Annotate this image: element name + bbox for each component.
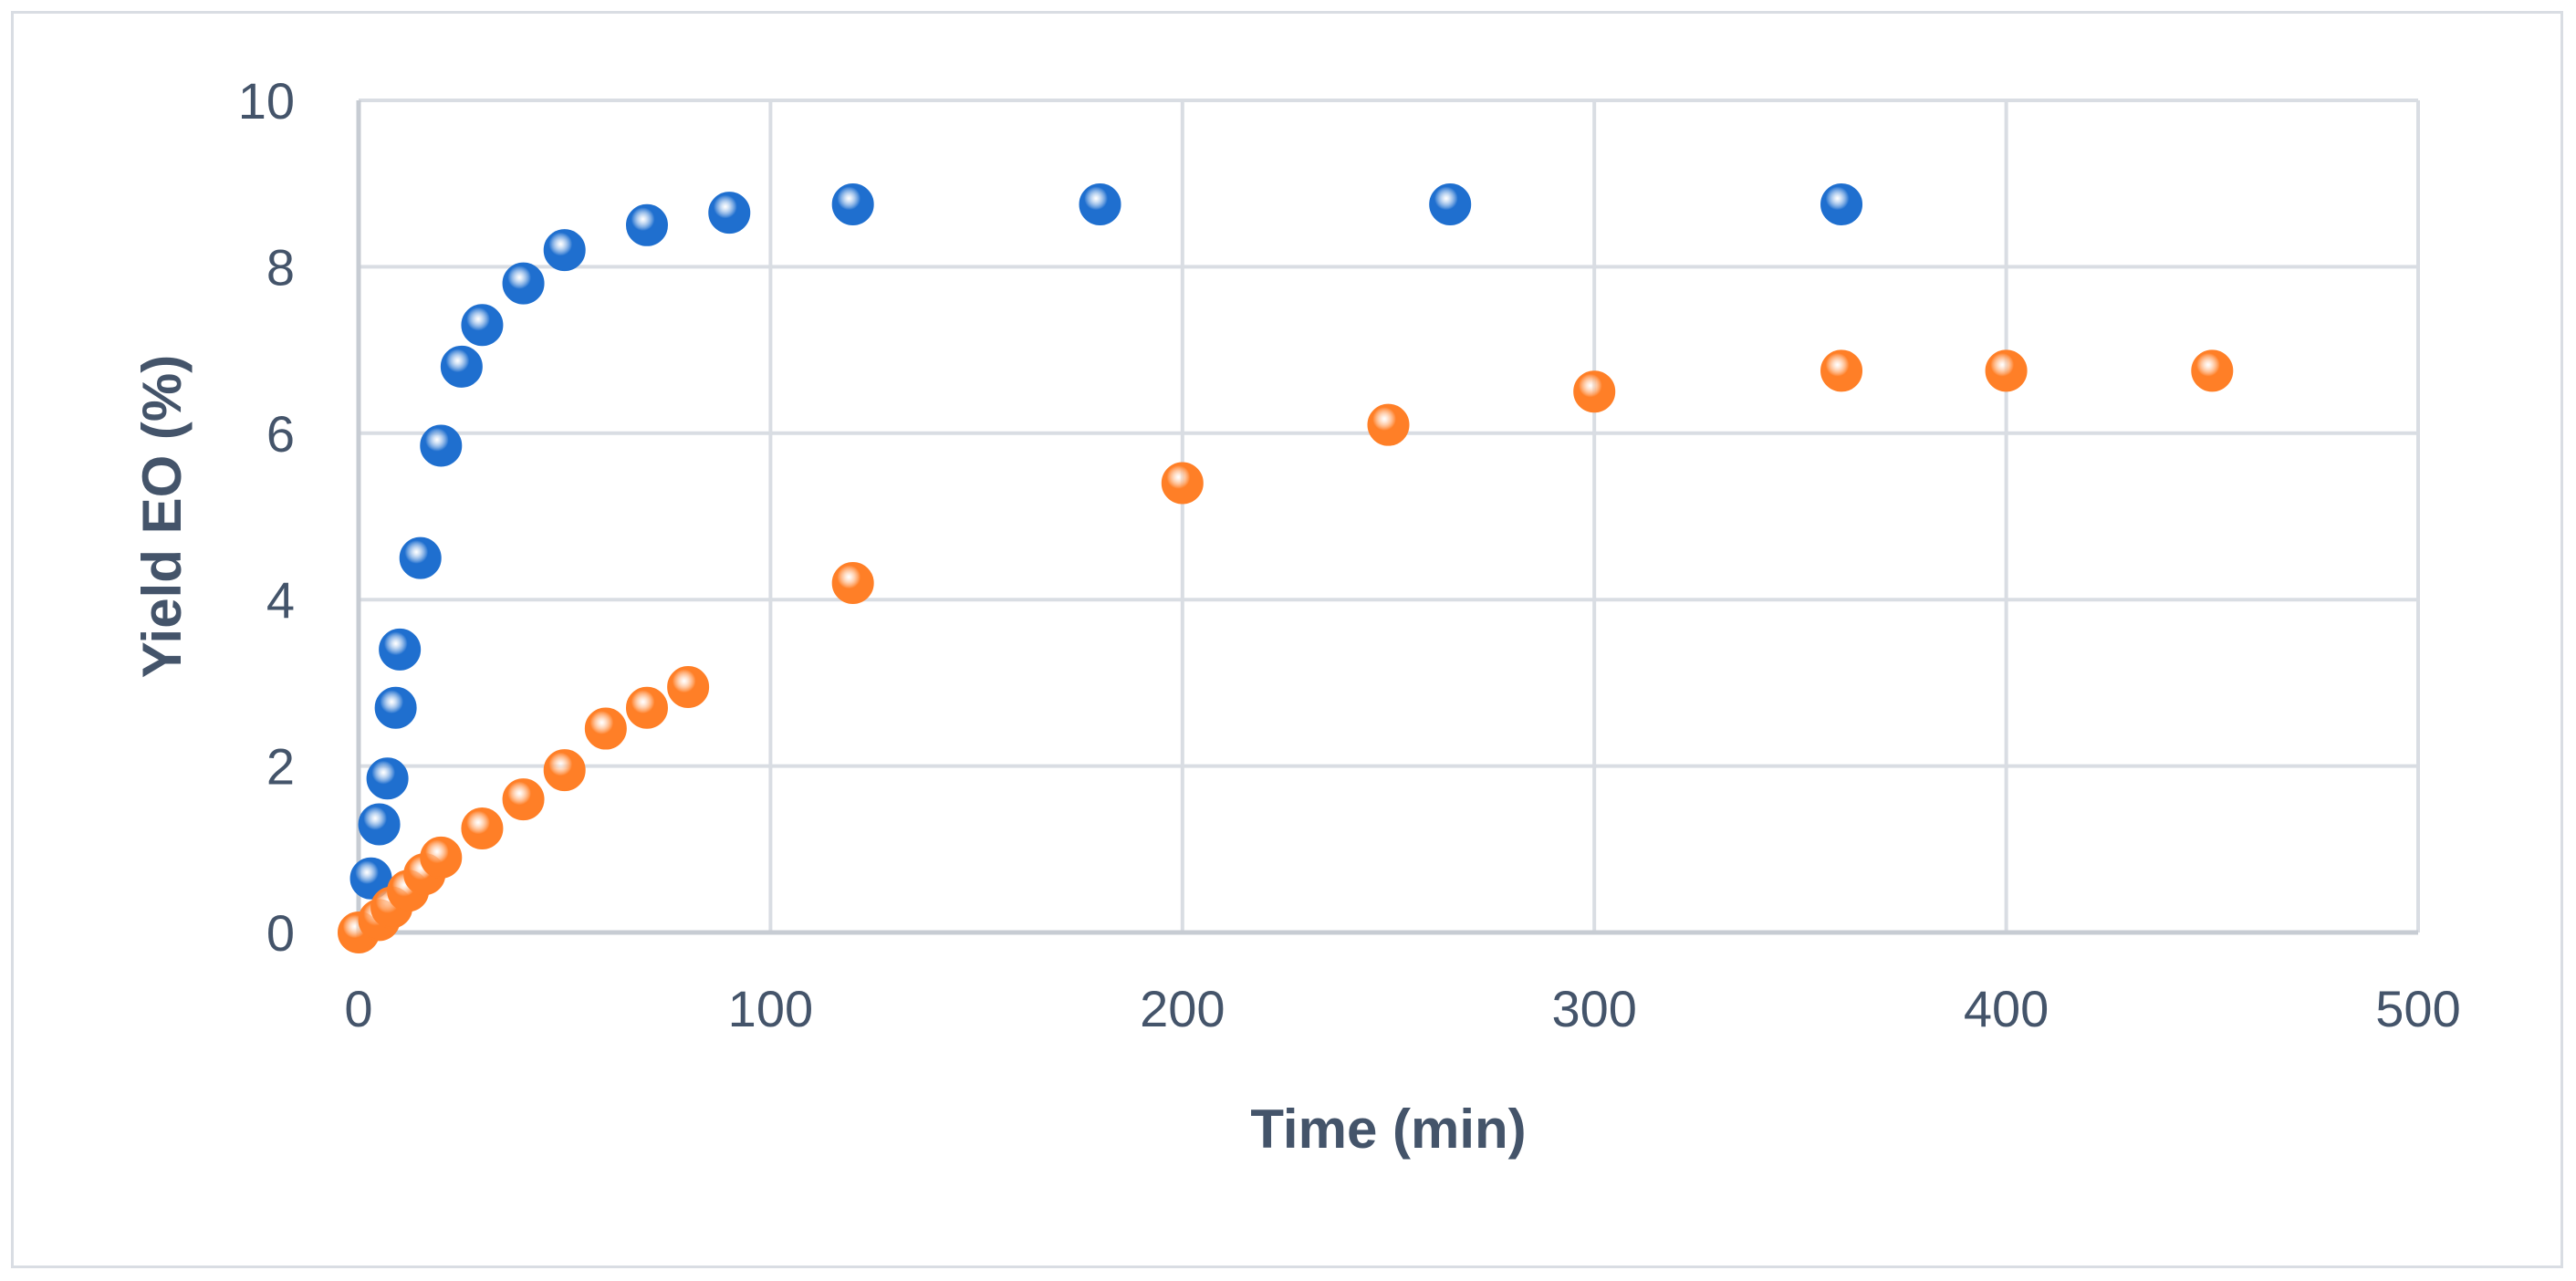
data-point [831, 561, 874, 604]
data-point [667, 665, 710, 708]
data-point [1820, 349, 1863, 392]
data-point [374, 686, 417, 729]
y-tick-label: 8 [266, 238, 295, 296]
data-point [708, 192, 751, 234]
y-tick-label: 10 [238, 72, 295, 130]
y-tick-label: 2 [266, 738, 295, 796]
x-tick-label: 200 [1140, 980, 1225, 1037]
x-tick-label: 100 [728, 980, 813, 1037]
data-point [1161, 462, 1204, 505]
data-point [2191, 349, 2234, 392]
data-point [420, 424, 463, 467]
x-tick-label: 500 [2375, 980, 2460, 1037]
series-2 [338, 349, 2234, 953]
y-tick-label: 4 [266, 571, 295, 629]
data-point [502, 262, 545, 305]
data-point [625, 686, 668, 729]
data-point [461, 807, 504, 849]
x-axis-title: Time (min) [1250, 1099, 1526, 1160]
chart-frame [11, 11, 2563, 1268]
data-point [1079, 183, 1121, 225]
data-point [358, 803, 401, 846]
data-point [1429, 183, 1472, 225]
data-point [440, 345, 483, 388]
data-point [366, 757, 409, 800]
series-1 [349, 183, 1863, 900]
data-point [461, 304, 504, 347]
x-tick-label: 300 [1551, 980, 1636, 1037]
y-tick-label: 0 [266, 904, 295, 962]
axes [356, 100, 2418, 940]
x-tick-label: 400 [1964, 980, 2049, 1037]
data-point [625, 203, 668, 246]
y-tick-label: 6 [266, 405, 295, 463]
data-point [543, 749, 586, 792]
data-point [1985, 349, 2028, 392]
data-point [349, 857, 392, 900]
data-point [1367, 403, 1410, 446]
data-point [399, 536, 442, 579]
data-point [420, 836, 463, 879]
data-point [1573, 370, 1616, 413]
data-point [379, 628, 422, 671]
y-axis-title: Yield EO (%) [131, 355, 193, 679]
data-point [1820, 183, 1863, 225]
grid-lines [359, 99, 2420, 932]
data-point [584, 707, 627, 750]
data-point [543, 229, 586, 272]
data-points [338, 183, 2234, 953]
data-point [502, 778, 545, 821]
x-tick-label: 0 [344, 980, 372, 1037]
data-point [831, 183, 874, 225]
